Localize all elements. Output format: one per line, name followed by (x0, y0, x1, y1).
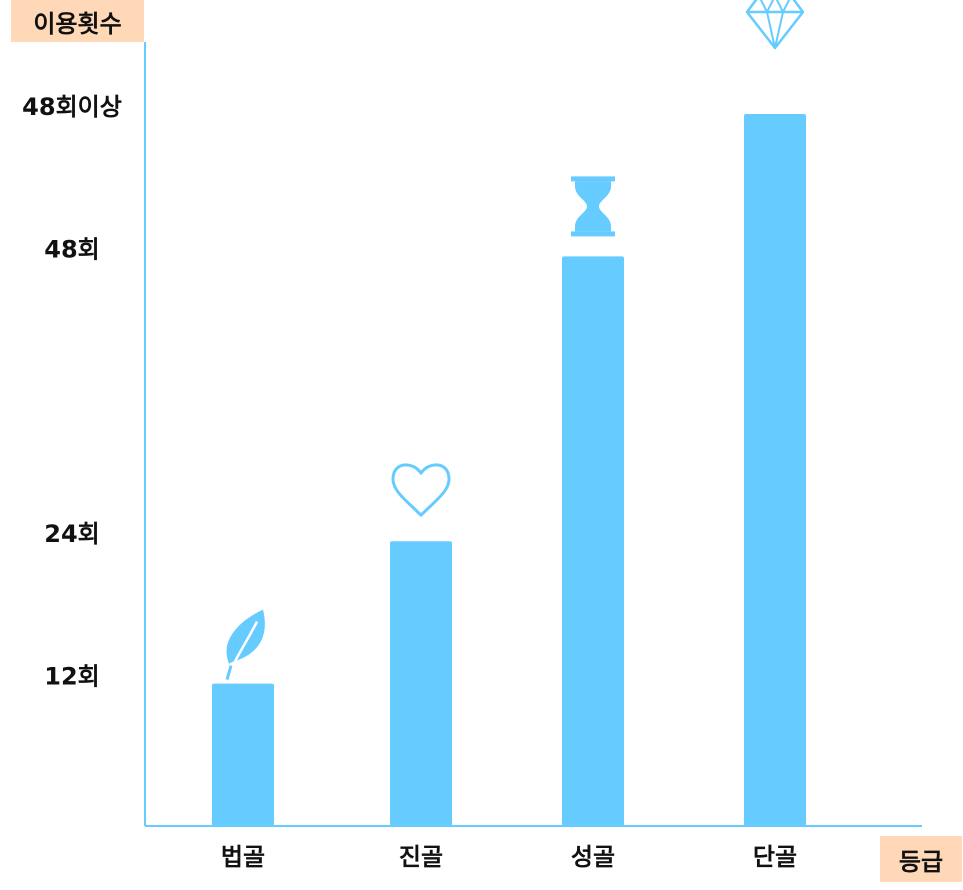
diamond-icon (745, 0, 805, 50)
y-tick-label: 24회 (44, 520, 99, 548)
leaf-icon (225, 609, 265, 681)
hourglass-icon (571, 176, 615, 237)
x-tick-label: 진골 (399, 843, 443, 871)
x-tick-label: 법골 (221, 843, 265, 871)
bar (744, 114, 806, 826)
bar (562, 256, 624, 826)
x-tick-label: 성골 (571, 843, 615, 871)
bar (212, 683, 274, 826)
y-tick-label: 48회이상 (22, 93, 122, 121)
y-tick-label: 48회 (44, 235, 99, 263)
bar (390, 541, 452, 826)
y-axis-label: 이용횟수 (11, 0, 144, 42)
x-axis-label: 등급 (880, 836, 962, 882)
heart-icon (391, 463, 451, 517)
y-tick-label: 12회 (44, 663, 99, 691)
x-tick-label: 단골 (753, 843, 797, 871)
